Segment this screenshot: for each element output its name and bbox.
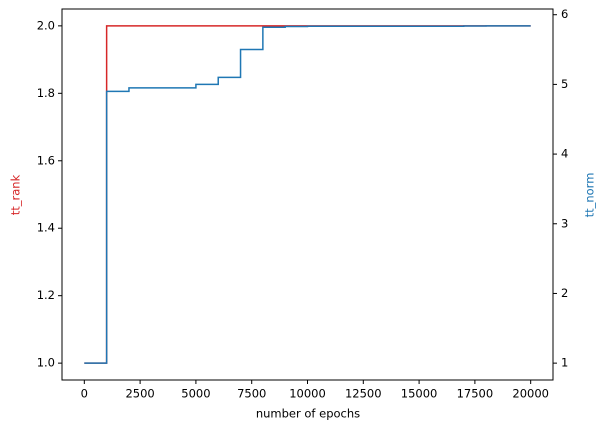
y-tick-label: 1.2 bbox=[37, 288, 55, 302]
x-tick-label: 2500 bbox=[125, 387, 154, 401]
x-tick-label: 10000 bbox=[289, 387, 326, 401]
y2-tick-label: 1 bbox=[561, 356, 568, 370]
x-axis-label: number of epochs bbox=[256, 407, 360, 421]
plot-frame bbox=[61, 8, 554, 381]
y2-tick-label: 3 bbox=[561, 216, 568, 230]
y-tick-label: 2.0 bbox=[37, 18, 55, 32]
x-tick-label: 7500 bbox=[237, 387, 266, 401]
x-tick-label: 5000 bbox=[181, 387, 210, 401]
x-tick-label: 17500 bbox=[457, 387, 494, 401]
y-tick-label: 1.8 bbox=[37, 86, 55, 100]
y2-tick-label: 6 bbox=[561, 7, 568, 21]
x-tick-label: 20000 bbox=[512, 387, 549, 401]
y2-axis-label: tt_norm bbox=[583, 173, 597, 218]
line-series bbox=[84, 25, 531, 364]
line-series bbox=[84, 25, 531, 364]
y2-tick-label: 4 bbox=[561, 147, 568, 161]
x-tick-label: 15000 bbox=[401, 387, 438, 401]
y-tick-label: 1.0 bbox=[37, 356, 55, 370]
x-tick-label: 0 bbox=[81, 387, 88, 401]
y-axis-label: tt_rank bbox=[9, 174, 23, 215]
y-tick-label: 1.4 bbox=[37, 221, 55, 235]
x-tick-label: 12500 bbox=[345, 387, 382, 401]
y2-tick-label: 2 bbox=[561, 286, 568, 300]
y-tick-label: 1.6 bbox=[37, 153, 55, 167]
y2-tick-label: 5 bbox=[561, 77, 568, 91]
